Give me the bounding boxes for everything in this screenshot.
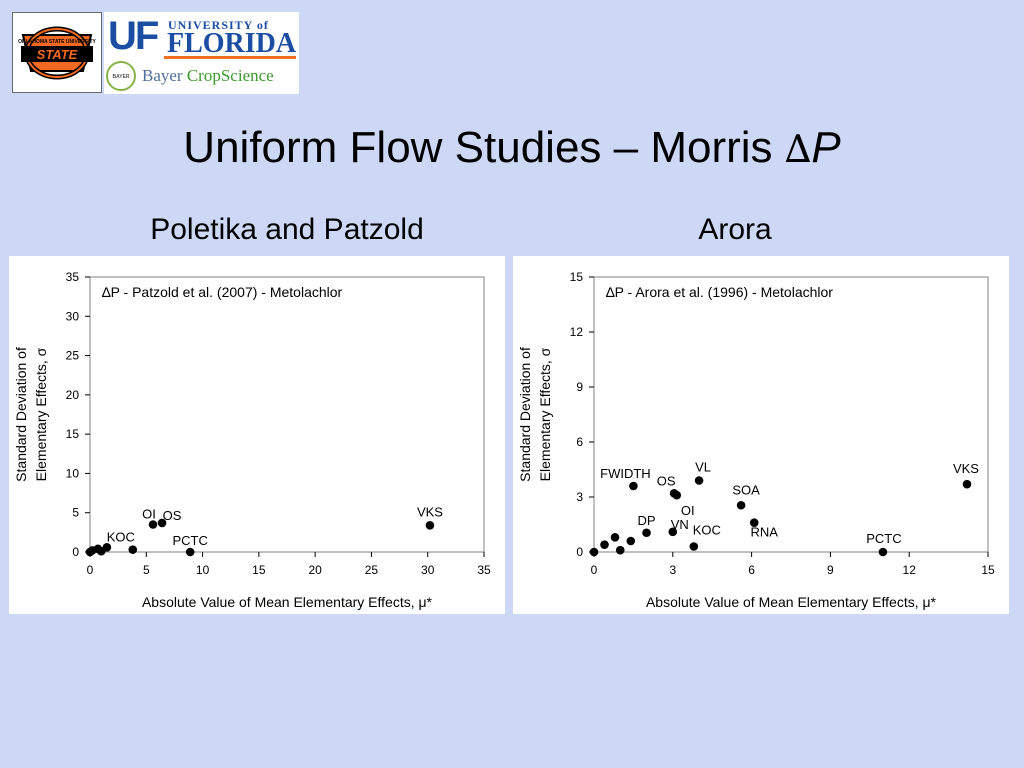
data-point bbox=[626, 536, 636, 546]
data-point bbox=[629, 481, 638, 491]
data-point bbox=[425, 520, 435, 530]
osu-logo-text: OKLAHOMA STATE UNIVERSITY bbox=[18, 39, 96, 45]
x-tick-label: 0 bbox=[87, 563, 94, 577]
y-tick-label: 9 bbox=[576, 380, 583, 394]
data-point bbox=[642, 528, 651, 538]
x-tick-label: 25 bbox=[365, 563, 379, 577]
uf-divider bbox=[164, 56, 296, 59]
data-point bbox=[878, 547, 888, 557]
data-point bbox=[749, 518, 759, 527]
plot-area-frame bbox=[89, 276, 485, 553]
bayer-name: Bayer bbox=[142, 66, 183, 85]
data-point-label: OS bbox=[657, 473, 676, 488]
bayer-crop: CropScience bbox=[186, 66, 274, 85]
data-point-label: PCTC bbox=[866, 531, 901, 546]
data-point bbox=[736, 500, 746, 510]
y-tick-label: 12 bbox=[570, 325, 584, 339]
y-tick-label: 25 bbox=[66, 349, 80, 363]
data-point bbox=[102, 542, 112, 552]
data-point bbox=[600, 540, 609, 549]
data-point bbox=[185, 547, 195, 557]
data-point bbox=[157, 518, 167, 528]
data-point bbox=[689, 542, 699, 551]
x-tick-label: 9 bbox=[827, 563, 834, 577]
data-point-label: OI bbox=[681, 503, 695, 518]
data-point-label: OI bbox=[142, 507, 156, 522]
y-tick-label: 15 bbox=[570, 270, 584, 284]
y-tick-label: 20 bbox=[66, 388, 80, 402]
x-tick-label: 10 bbox=[196, 563, 210, 577]
y-tick-label: 15 bbox=[66, 427, 80, 441]
scatter-chart-patzold: 0 5 10 15 20 25 30 35 0 5 10 15 20 25 30 35 ∆P - Patzold… bbox=[13, 270, 491, 610]
data-point bbox=[962, 479, 972, 489]
data-point bbox=[610, 533, 620, 542]
y-tick-label: 0 bbox=[576, 545, 583, 559]
data-point-label: PCTC bbox=[172, 533, 207, 548]
svg-text:STATE: STATE bbox=[37, 47, 78, 62]
bayer-cross-icon: BAYER bbox=[106, 61, 136, 91]
y-axis-label-line1: Standard Deviation of bbox=[13, 347, 29, 482]
data-point bbox=[148, 520, 158, 529]
y-tick-label: 0 bbox=[72, 545, 79, 559]
x-axis-label: Absolute Value of Mean Elementary Effect… bbox=[646, 594, 937, 610]
x-tick-label: 20 bbox=[308, 563, 322, 577]
x-tick-label: 5 bbox=[143, 563, 150, 577]
x-axis-label: Absolute Value of Mean Elementary Effect… bbox=[142, 594, 433, 610]
data-point bbox=[668, 527, 678, 537]
data-point bbox=[694, 476, 704, 485]
data-point-label: VN bbox=[671, 517, 689, 532]
y-tick-label: 35 bbox=[66, 270, 80, 284]
x-tick-label: 35 bbox=[477, 563, 491, 577]
chart-title: ∆P - Patzold et al. (2007) - Metolachlor bbox=[102, 284, 343, 300]
x-tick-label: 0 bbox=[591, 563, 598, 577]
x-tick-label: 3 bbox=[669, 563, 676, 577]
data-point-label: KOC bbox=[107, 530, 135, 545]
chart-title: ∆P - Arora et al. (1996) - Metolachlor bbox=[606, 284, 833, 300]
y-tick-label: 3 bbox=[576, 490, 583, 504]
uf-university-text: UNIVERSITY of bbox=[168, 18, 269, 32]
left-panel-heading: Poletika and Patzold bbox=[150, 213, 424, 246]
x-tick-label: 6 bbox=[748, 563, 755, 577]
right-panel-heading: Arora bbox=[698, 213, 772, 246]
delta-symbol: ∆ bbox=[784, 127, 812, 171]
data-point bbox=[589, 547, 599, 557]
x-tick-label: 15 bbox=[981, 563, 995, 577]
slide-title: Uniform Flow Studies – Morris ∆P bbox=[0, 118, 1024, 179]
chart-panel-patzold: 0 5 10 15 20 25 30 35 0 5 10 15 20 25 30 35 ∆P - Patzold… bbox=[9, 256, 505, 614]
slide-title-p: P bbox=[811, 123, 841, 172]
data-point bbox=[128, 545, 138, 554]
data-point-label: OS bbox=[163, 508, 182, 523]
data-point-label: SOA bbox=[732, 482, 760, 497]
data-point-label: FWIDTH bbox=[600, 466, 651, 481]
y-axis-label-line2: Elementary Effects, σ bbox=[537, 347, 553, 481]
y-tick-label: 6 bbox=[576, 435, 583, 449]
x-tick-label: 30 bbox=[421, 563, 435, 577]
uf-florida-text: FLORIDA bbox=[167, 28, 297, 59]
bayer-cropscience-text: Bayer CropScience bbox=[142, 66, 274, 86]
bayer-badge-text: BAYER bbox=[112, 74, 129, 80]
slide-title-text: Uniform Flow Studies – Morris bbox=[183, 123, 785, 172]
x-tick-label: 12 bbox=[903, 563, 917, 577]
data-point bbox=[672, 490, 682, 500]
y-tick-label: 5 bbox=[72, 506, 79, 520]
y-axis-label-line1: Standard Deviation of bbox=[517, 347, 533, 482]
data-point-label: VL bbox=[695, 460, 711, 475]
osu-logo: STATE OKLAHOMA STATE UNIVERSITY bbox=[12, 12, 102, 93]
y-axis-label-line2: Elementary Effects, σ bbox=[33, 347, 49, 481]
y-tick-label: 30 bbox=[66, 309, 80, 323]
data-point-label: KOC bbox=[693, 523, 721, 538]
data-point-label: VKS bbox=[417, 504, 443, 519]
y-tick-label: 10 bbox=[66, 466, 80, 480]
scatter-chart-arora: 0 3 6 9 12 15 0 3 6 9 12 15 ∆P - Arora et al. (1996)… bbox=[517, 270, 995, 610]
x-tick-label: 15 bbox=[252, 563, 266, 577]
chart-panel-arora: 0 3 6 9 12 15 0 3 6 9 12 15 ∆P - Arora et al. (1996)… bbox=[513, 256, 1009, 614]
partner-logos: UF UNIVERSITY of FLORIDA BAYER Bayer Cro… bbox=[104, 12, 299, 94]
uf-mark: UF bbox=[108, 14, 159, 58]
data-point-label: DP bbox=[638, 513, 656, 528]
data-point bbox=[615, 545, 625, 555]
data-point-label: VKS bbox=[953, 461, 979, 476]
osu-logo-mark: STATE OKLAHOMA STATE UNIVERSITY bbox=[18, 26, 97, 80]
data-point-label: RNA bbox=[751, 525, 779, 540]
plot-area-frame bbox=[593, 276, 989, 553]
